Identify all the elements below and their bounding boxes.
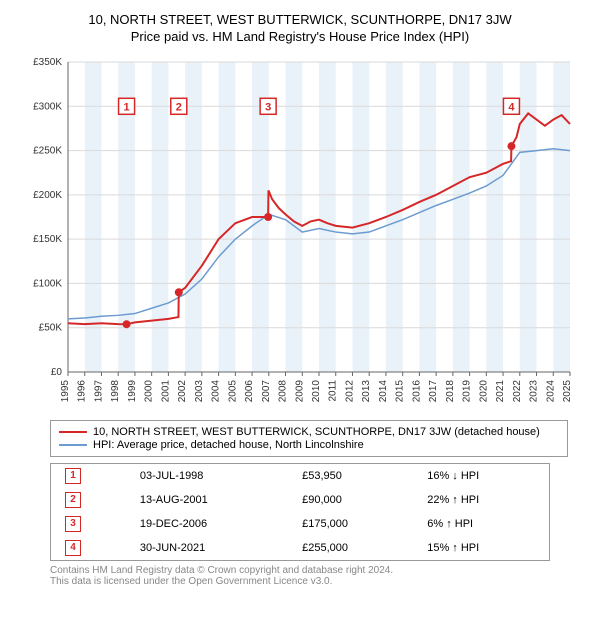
svg-text:2003: 2003 [194,380,205,403]
sale-date: 03-JUL-1998 [126,464,288,489]
page-title: 10, NORTH STREET, WEST BUTTERWICK, SCUNT… [10,12,590,27]
svg-text:2000: 2000 [144,380,155,403]
sale-price: £90,000 [288,488,413,512]
svg-text:2008: 2008 [278,380,289,403]
sale-marker-badge: 1 [65,468,81,484]
svg-text:2010: 2010 [311,380,322,403]
svg-text:2009: 2009 [294,380,305,403]
svg-text:1: 1 [124,101,130,113]
legend-label: 10, NORTH STREET, WEST BUTTERWICK, SCUNT… [93,426,540,438]
svg-text:2016: 2016 [411,380,422,403]
svg-text:2018: 2018 [445,380,456,403]
legend: 10, NORTH STREET, WEST BUTTERWICK, SCUNT… [50,420,568,457]
table-row: 4 30-JUN-2021£255,00015% ↑ HPI [51,536,550,561]
legend-swatch [59,431,87,433]
svg-text:2004: 2004 [211,380,222,403]
svg-text:2024: 2024 [545,380,556,403]
svg-text:2013: 2013 [361,380,372,403]
page-subtitle: Price paid vs. HM Land Registry's House … [10,29,590,44]
svg-text:2023: 2023 [529,380,540,403]
svg-text:£0: £0 [51,367,63,378]
svg-text:2025: 2025 [562,380,573,403]
footer-line-1: Contains HM Land Registry data © Crown c… [50,565,580,576]
sale-price: £175,000 [288,512,413,536]
sale-marker-badge: 4 [65,540,81,556]
svg-text:2021: 2021 [495,380,506,403]
svg-text:2: 2 [176,101,182,113]
svg-text:2006: 2006 [244,380,255,403]
svg-text:2011: 2011 [328,380,339,402]
footer-attribution: Contains HM Land Registry data © Crown c… [50,565,580,587]
footer-line-2: This data is licensed under the Open Gov… [50,576,580,587]
svg-text:2005: 2005 [227,380,238,403]
svg-text:£50K: £50K [39,323,63,334]
svg-text:2002: 2002 [177,380,188,403]
table-row: 1 03-JUL-1998£53,95016% ↓ HPI [51,464,550,489]
svg-text:£300K: £300K [33,101,62,112]
svg-text:£150K: £150K [33,234,62,245]
legend-item: 10, NORTH STREET, WEST BUTTERWICK, SCUNT… [59,426,559,438]
svg-text:2017: 2017 [428,380,439,403]
legend-label: HPI: Average price, detached house, Nort… [93,439,364,451]
sale-marker-badge: 2 [65,492,81,508]
svg-text:2014: 2014 [378,380,389,403]
svg-text:1998: 1998 [110,380,121,403]
svg-text:2022: 2022 [512,380,523,403]
sales-table: 1 03-JUL-1998£53,95016% ↓ HPI 2 13-AUG-2001… [50,463,550,561]
svg-text:2015: 2015 [395,380,406,403]
sale-marker-badge: 3 [65,516,81,532]
svg-text:3: 3 [265,101,271,113]
svg-text:1996: 1996 [77,380,88,403]
svg-text:1997: 1997 [93,380,104,403]
svg-text:4: 4 [508,101,515,113]
sale-price: £255,000 [288,536,413,561]
legend-swatch [59,444,87,446]
svg-text:£100K: £100K [33,278,62,289]
table-row: 2 13-AUG-2001£90,00022% ↑ HPI [51,488,550,512]
sale-hpi-diff: 15% ↑ HPI [413,536,549,561]
svg-text:2007: 2007 [261,380,272,403]
svg-text:£200K: £200K [33,190,62,201]
sale-date: 30-JUN-2021 [126,536,288,561]
svg-text:1999: 1999 [127,380,138,403]
svg-text:1995: 1995 [60,380,71,403]
svg-text:2012: 2012 [344,380,355,403]
table-row: 3 19-DEC-2006£175,0006% ↑ HPI [51,512,550,536]
price-chart: £0 £50K £100K £150K £200K £250K £300K £350K 1995… [20,52,580,412]
legend-item: HPI: Average price, detached house, Nort… [59,439,559,451]
sale-price: £53,950 [288,464,413,489]
sale-hpi-diff: 6% ↑ HPI [413,512,549,536]
sale-hpi-diff: 22% ↑ HPI [413,488,549,512]
svg-text:2020: 2020 [478,380,489,403]
svg-text:2019: 2019 [462,380,473,403]
sale-hpi-diff: 16% ↓ HPI [413,464,549,489]
sale-date: 19-DEC-2006 [126,512,288,536]
sale-date: 13-AUG-2001 [126,488,288,512]
svg-text:2001: 2001 [160,380,171,403]
svg-text:£250K: £250K [33,146,62,157]
svg-text:£350K: £350K [33,57,62,68]
